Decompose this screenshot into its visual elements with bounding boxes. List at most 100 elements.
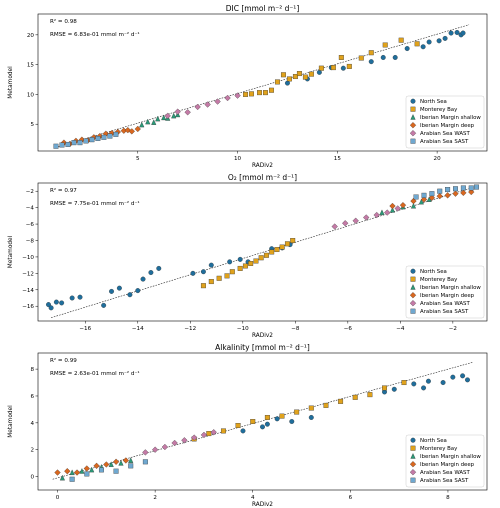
stats-annotation: R² = 0.97: [50, 187, 77, 194]
data-point: [53, 143, 59, 149]
data-point: [452, 190, 459, 197]
data-point: [453, 186, 458, 192]
data-point: [413, 194, 419, 200]
series-1: [200, 238, 296, 289]
x-tick-label: −8: [291, 326, 300, 332]
x-tick-label: 2: [153, 495, 157, 501]
series-0: [240, 373, 470, 434]
data-point: [382, 385, 387, 391]
chart-title: O₂ [mmol m⁻² d⁻¹]: [228, 173, 297, 182]
data-point: [394, 205, 401, 212]
data-point: [436, 38, 442, 44]
data-point: [93, 462, 100, 469]
data-point: [224, 273, 230, 279]
data-point: [77, 140, 83, 146]
legend-label: North Sea: [420, 269, 447, 275]
data-point: [260, 424, 265, 430]
legend-label: North Sea: [420, 99, 447, 105]
data-point: [279, 244, 285, 250]
data-point: [460, 185, 466, 191]
data-point: [331, 223, 338, 230]
data-point: [436, 192, 443, 200]
series-0: [284, 29, 466, 86]
data-point: [263, 252, 269, 258]
data-point: [65, 141, 71, 147]
data-point: [296, 71, 302, 77]
data-point: [421, 385, 427, 391]
data-point: [89, 466, 95, 473]
data-point: [83, 465, 90, 472]
data-point: [290, 238, 296, 243]
stats-annotation: RMSE = 7.75e-01 mmol m⁻² d⁻¹: [50, 200, 140, 207]
y-tick-label: −4: [26, 206, 35, 212]
series-3: [389, 188, 475, 210]
legend: North Sea Monterey Bay Iberian Margin shal…: [405, 95, 485, 149]
data-point: [142, 449, 149, 456]
legend: North Sea Monterey Bay Iberian Margin shal…: [405, 265, 485, 319]
data-point: [250, 419, 256, 424]
data-point: [184, 109, 191, 116]
data-point: [139, 121, 145, 128]
y-axis-label: Metamodel: [8, 235, 14, 268]
data-point: [135, 288, 141, 294]
stats-annotation: RMSE = 2.63e-01 mmol m⁻² d⁻¹: [50, 370, 140, 377]
y-tick-label: −6: [26, 222, 35, 228]
data-point: [380, 55, 386, 60]
data-point: [318, 65, 324, 71]
chart-panel-1: DIC [mmol m⁻² d⁻¹] 5 10 15 20 5 10 15 20 RADiv2 Me…: [8, 4, 488, 169]
x-tick-label: 0: [56, 495, 60, 501]
legend-marker: [410, 268, 416, 274]
series-2: [139, 111, 181, 128]
data-point: [59, 142, 65, 148]
legend-marker: [409, 300, 417, 307]
series-4: [331, 205, 401, 230]
y-tick-label: 4: [30, 421, 34, 427]
data-point: [264, 421, 270, 427]
legend-marker: [409, 130, 417, 137]
data-point: [128, 457, 134, 463]
data-point: [389, 206, 396, 213]
y-tick-label: 6: [30, 394, 34, 400]
legend-label: Iberian Margin deep: [420, 123, 475, 129]
data-point: [450, 374, 456, 380]
y-tick-label: 10: [27, 92, 35, 98]
data-point: [227, 259, 233, 265]
stats-annotation: R² = 0.99: [50, 357, 77, 364]
legend-marker: [410, 98, 416, 104]
y-tick-label: 5: [30, 122, 34, 128]
data-point: [242, 263, 248, 269]
legend-marker: [410, 138, 416, 144]
legend-marker: [410, 437, 416, 443]
legend-label: Monterey Bay: [420, 107, 458, 113]
data-point: [420, 196, 428, 203]
data-point: [83, 138, 89, 144]
data-point: [421, 192, 427, 198]
x-tick-label: 20: [434, 156, 442, 162]
x-tick-label: −10: [237, 326, 249, 332]
legend-label: Monterey Bay: [420, 277, 458, 283]
data-point: [358, 55, 364, 61]
legend-marker: [409, 469, 417, 476]
data-point: [392, 55, 398, 60]
data-point: [210, 429, 217, 436]
series-1: [191, 380, 407, 442]
stats-annotation: R² = 0.98: [50, 18, 77, 25]
data-point: [134, 125, 141, 133]
data-point: [190, 270, 196, 276]
y-axis-label: Metamodel: [8, 405, 14, 438]
y-tick-label: 8: [30, 367, 34, 373]
legend-marker: [410, 284, 416, 290]
data-point: [444, 192, 451, 199]
data-point: [280, 72, 286, 78]
data-point: [142, 459, 148, 465]
data-point: [95, 136, 101, 141]
legend-label: Arabian Sea WAST: [420, 470, 470, 476]
y-tick-label: 15: [27, 63, 35, 69]
data-point: [118, 460, 124, 466]
data-point: [164, 112, 171, 120]
data-point: [140, 276, 146, 282]
data-point: [148, 270, 154, 276]
data-point: [113, 468, 119, 474]
data-point: [420, 44, 426, 50]
data-point: [200, 283, 206, 289]
